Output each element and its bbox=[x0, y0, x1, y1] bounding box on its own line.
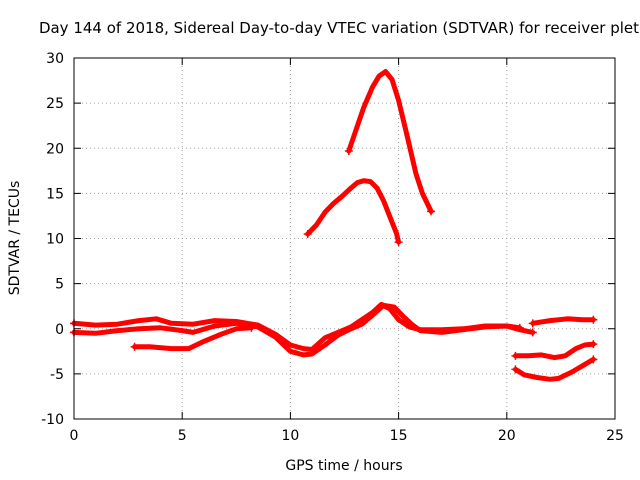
series-arc-right-top bbox=[530, 316, 596, 326]
x-axis-label: GPS time / hours bbox=[285, 458, 402, 474]
y-tick-label: 20 bbox=[46, 141, 64, 157]
series-arc-right-mid bbox=[513, 341, 596, 361]
axis-ticks: 0 5 10 15 20 25 -10 -5 0 5 10 15 20 25 30 bbox=[41, 51, 624, 444]
y-tick-label: -10 bbox=[41, 412, 64, 428]
series-arc-upper-28 bbox=[346, 69, 434, 214]
data-point-marker bbox=[589, 355, 598, 364]
series-arc-upper-16 bbox=[305, 178, 402, 245]
data-point-marker bbox=[589, 315, 598, 324]
plot-frame bbox=[73, 57, 616, 420]
y-tick-label: -5 bbox=[50, 367, 64, 383]
y-tick-label: 0 bbox=[55, 322, 64, 338]
series-arc-baseline-b bbox=[71, 302, 536, 358]
x-tick-label: 0 bbox=[70, 428, 79, 444]
x-tick-label: 5 bbox=[178, 428, 187, 444]
data-point-marker bbox=[303, 229, 312, 238]
x-tick-label: 25 bbox=[606, 428, 624, 444]
grid bbox=[74, 58, 615, 419]
x-tick-label: 15 bbox=[390, 428, 408, 444]
y-axis-label: SDTVAR / TECUs bbox=[7, 181, 23, 296]
y-tick-label: 5 bbox=[55, 277, 64, 293]
series-arc-right-low bbox=[513, 356, 596, 382]
y-tick-label: 10 bbox=[46, 232, 64, 248]
data-point-marker bbox=[511, 365, 520, 374]
data-point-marker bbox=[589, 340, 598, 349]
y-tick-label: 25 bbox=[46, 96, 64, 112]
data-point-marker bbox=[247, 323, 256, 332]
chart-title: Day 144 of 2018, Sidereal Day-to-day VTE… bbox=[39, 19, 639, 37]
x-tick-label: 20 bbox=[498, 428, 516, 444]
data-point-marker bbox=[528, 328, 537, 337]
data-point-marker bbox=[394, 238, 403, 247]
data-series bbox=[70, 69, 598, 382]
x-tick-label: 10 bbox=[281, 428, 299, 444]
data-point-marker bbox=[130, 342, 139, 351]
y-tick-label: 30 bbox=[46, 51, 64, 67]
data-point-marker bbox=[511, 351, 520, 360]
data-point-marker bbox=[427, 207, 436, 216]
series-arc-lower-left bbox=[132, 325, 254, 352]
y-tick-label: 15 bbox=[46, 186, 64, 202]
data-point-marker bbox=[528, 319, 537, 328]
data-point-marker bbox=[344, 146, 353, 155]
